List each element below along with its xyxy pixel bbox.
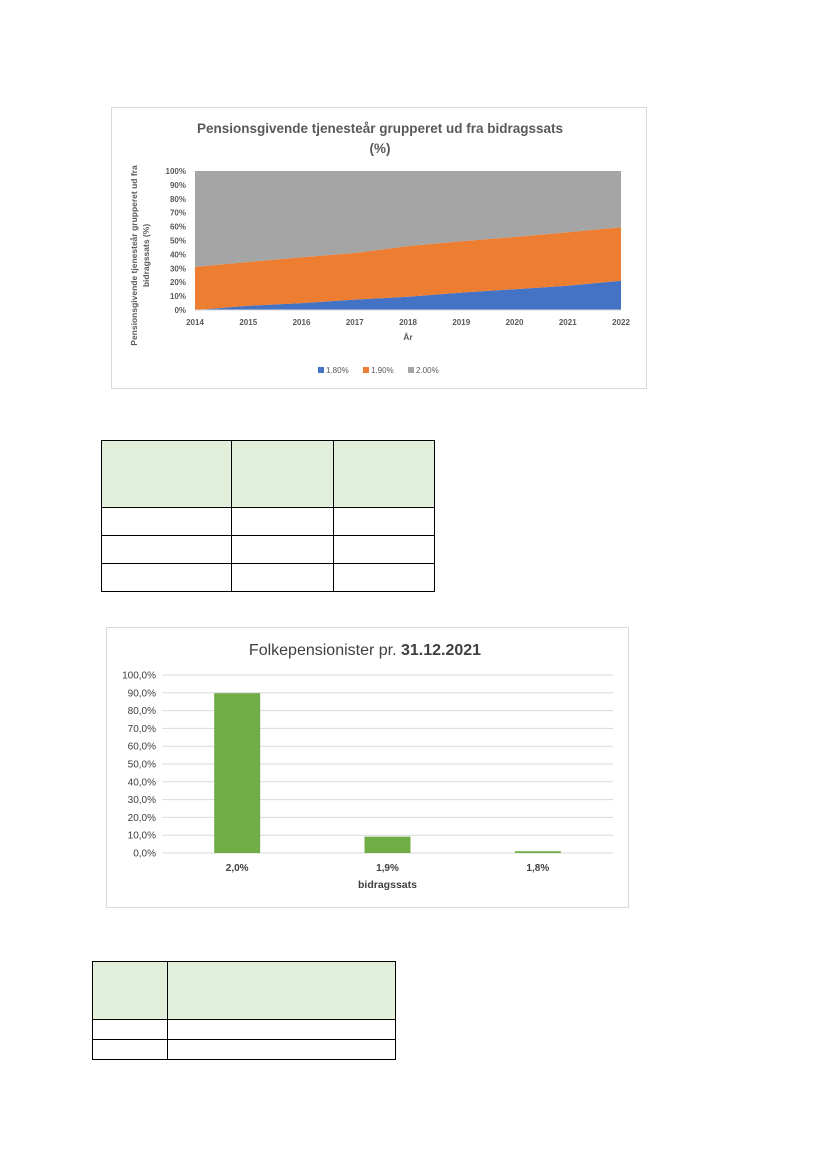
area-series-2 <box>195 171 621 267</box>
bar-1 <box>364 836 411 853</box>
legend-label-2: 2.00% <box>416 366 439 375</box>
y-tick-label: 10% <box>170 292 186 301</box>
table-cell <box>92 1019 168 1040</box>
y-tick-label: 60,0% <box>128 742 156 753</box>
y-tick-label: 40,0% <box>128 777 156 788</box>
table2-header-cell <box>167 961 396 1020</box>
y-tick-label: 60% <box>170 223 186 232</box>
x-tick-label: 2016 <box>293 318 311 327</box>
bar-0 <box>214 693 261 853</box>
y-tick-label: 90,0% <box>128 688 156 699</box>
y-tick-label: 80,0% <box>128 706 156 717</box>
table-row <box>101 563 435 592</box>
table-row <box>101 535 435 564</box>
empty-table-2 <box>92 961 396 1060</box>
chart-title-part: Folkepensionister pr. <box>249 642 401 659</box>
empty-table-1 <box>101 440 435 592</box>
table1-header-cell <box>231 440 334 508</box>
legend-swatch-2 <box>408 367 414 373</box>
legend-label-0: 1.80% <box>326 366 349 375</box>
chart-title: Pensionsgivende tjenesteår grupperet ud … <box>197 121 563 136</box>
table2-header-cell <box>92 961 168 1020</box>
x-tick-label: 2019 <box>452 318 470 327</box>
table-cell <box>333 535 435 564</box>
y-tick-label: 90% <box>170 181 186 190</box>
y-tick-label: 10,0% <box>128 831 156 842</box>
bar-2 <box>514 851 561 853</box>
y-tick-label: 20% <box>170 278 186 287</box>
area-chart-pension-years: Pensionsgivende tjenesteår grupperet ud … <box>111 107 647 389</box>
table1-header-row <box>101 440 435 508</box>
table-cell <box>231 507 334 536</box>
chart-title-line2: (%) <box>370 141 391 156</box>
table-cell <box>333 507 435 536</box>
table-row <box>92 1039 396 1060</box>
table-cell <box>92 1039 168 1060</box>
table1-header-cell <box>333 440 435 508</box>
x-tick-label: 1,8% <box>526 863 549 874</box>
table1-header-cell <box>101 440 232 508</box>
area-series-0 <box>195 280 621 310</box>
y-tick-label: 0% <box>174 306 186 315</box>
area-series-1 <box>195 227 621 310</box>
x-axis-title: År <box>403 332 413 342</box>
x-tick-label: 2020 <box>506 318 524 327</box>
y-tick-label: 80% <box>170 195 186 204</box>
y-tick-label: 50,0% <box>128 760 156 771</box>
x-tick-label: 2022 <box>612 318 630 327</box>
table-row <box>92 1019 396 1040</box>
table-cell <box>167 1039 396 1060</box>
x-tick-label: 2015 <box>239 318 257 327</box>
y-tick-label: 100% <box>166 167 186 176</box>
bar-chart-folkepensionister: Folkepensionister pr. 31.12.2021 0,0% 10,0… <box>106 627 629 908</box>
chart-title: Folkepensionister pr. 31.12.2021 <box>249 642 481 659</box>
y-tick-label: 50% <box>170 237 186 246</box>
legend-swatch-0 <box>318 367 324 373</box>
area-chart-svg: Pensionsgivende tjenesteår grupperet ud … <box>129 121 630 375</box>
x-tick-label: 1,9% <box>376 863 399 874</box>
legend-swatch-1 <box>363 367 369 373</box>
table-cell <box>231 563 334 592</box>
x-tick-label: 2017 <box>346 318 364 327</box>
x-tick-label: 2014 <box>186 318 204 327</box>
y-tick-label: 70,0% <box>128 724 156 735</box>
table-row <box>101 507 435 536</box>
y-tick-label: 0,0% <box>133 849 156 860</box>
y-axis-title-line1: Pensionsgivende tjenesteår grupperet ud … <box>129 165 139 346</box>
table-cell <box>101 535 232 564</box>
x-tick-label: 2021 <box>559 318 577 327</box>
legend-label-1: 1.90% <box>371 366 394 375</box>
y-tick-label: 20,0% <box>128 813 156 824</box>
y-tick-label: 30% <box>170 264 186 273</box>
table-cell <box>167 1019 396 1040</box>
table2-header-row <box>92 961 396 1020</box>
table-cell <box>101 563 232 592</box>
y-tick-label: 30,0% <box>128 795 156 806</box>
y-axis-title-line2: bidragssats (%) <box>141 224 151 287</box>
table-cell <box>101 507 232 536</box>
chart-title-date: 31.12.2021 <box>401 642 481 659</box>
table-cell <box>333 563 435 592</box>
bar-chart-svg: Folkepensionister pr. 31.12.2021 0,0% 10,0… <box>122 642 613 891</box>
x-tick-label: 2018 <box>399 318 417 327</box>
x-axis-title: bidragssats <box>358 879 417 891</box>
y-tick-label: 40% <box>170 250 186 259</box>
y-tick-label: 100,0% <box>122 671 156 682</box>
table-cell <box>231 535 334 564</box>
x-tick-label: 2,0% <box>226 863 249 874</box>
y-tick-label: 70% <box>170 209 186 218</box>
